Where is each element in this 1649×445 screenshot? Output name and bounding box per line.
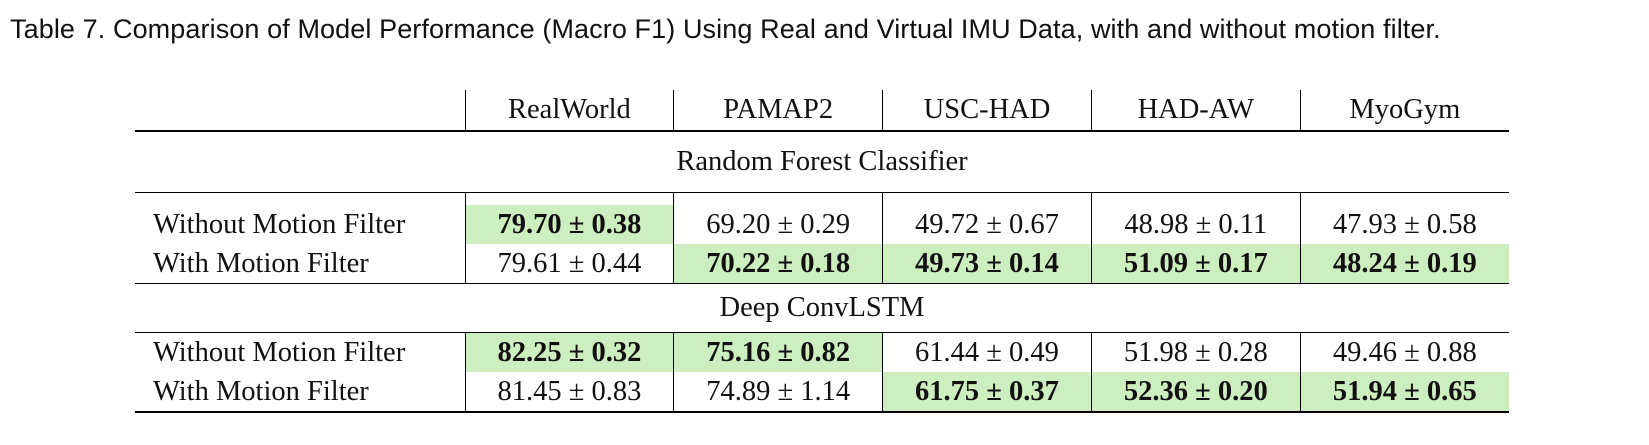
table-cell: 48.98 ± 0.11	[1090, 205, 1301, 244]
table-cell: 49.73 ± 0.14	[882, 244, 1092, 284]
column-header-realworld: RealWorld	[464, 90, 674, 132]
table-cell: 51.98 ± 0.28	[1090, 332, 1301, 372]
table-cell: 79.61 ± 0.44	[464, 244, 674, 284]
row-label: With Motion Filter	[135, 372, 465, 413]
table-cell: 82.25 ± 0.32	[464, 332, 674, 372]
table-cell: 61.75 ± 0.37	[882, 372, 1092, 413]
row-label: Without Motion Filter	[153, 208, 406, 240]
table-cell: 51.94 ± 0.65	[1299, 372, 1509, 413]
table-cell: 49.72 ± 0.67	[882, 205, 1092, 244]
table-cell: 52.36 ± 0.20	[1090, 372, 1301, 413]
header-row: RealWorld PAMAP2 USC-HAD HAD-AW MyoGym	[135, 90, 1509, 132]
table-row: With Motion Filter 81.45 ± 0.83 74.89 ± …	[135, 372, 1509, 413]
section-title-deep-convlstm: Deep ConvLSTM	[135, 283, 1509, 333]
column-header-pamap2: PAMAP2	[673, 90, 883, 132]
table-cell: 49.46 ± 0.88	[1299, 332, 1509, 372]
section-header-row: Random Forest Classifier	[135, 131, 1509, 193]
table-cell: 70.22 ± 0.18	[673, 244, 883, 284]
table-cell: 48.24 ± 0.19	[1299, 244, 1509, 284]
table-caption: Table 7. Comparison of Model Performance…	[10, 14, 1441, 44]
row-label: Without Motion Filter	[153, 336, 406, 368]
spacer-row	[135, 192, 1509, 205]
table-cell: 75.16 ± 0.82	[673, 332, 883, 372]
table-cell: 81.45 ± 0.83	[464, 372, 674, 413]
row-label: With Motion Filter	[135, 244, 465, 284]
table-row: With Motion Filter 79.61 ± 0.44 70.22 ± …	[135, 244, 1509, 284]
table-cell: 51.09 ± 0.17	[1090, 244, 1301, 284]
header-blank	[135, 90, 465, 132]
column-header-had-aw: HAD-AW	[1090, 90, 1301, 132]
table-cell: 79.70 ± 0.38	[464, 205, 674, 244]
section-header-row: Deep ConvLSTM	[135, 283, 1509, 333]
table-row: Without Motion Filter 79.70 ± 0.38 69.20…	[135, 205, 1509, 244]
column-header-myogym: MyoGym	[1299, 90, 1509, 132]
table-row: Without Motion Filter 82.25 ± 0.32 75.16…	[135, 332, 1509, 372]
table-cell: 74.89 ± 1.14	[673, 372, 883, 413]
results-table: RealWorld PAMAP2 USC-HAD HAD-AW MyoGym R…	[135, 90, 1509, 413]
table-cell: 47.93 ± 0.58	[1299, 205, 1509, 244]
table-cell: 61.44 ± 0.49	[882, 332, 1092, 372]
column-header-usc-had: USC-HAD	[882, 90, 1092, 132]
table-cell: 69.20 ± 0.29	[673, 205, 883, 244]
section-title-random-forest: Random Forest Classifier	[135, 131, 1509, 193]
